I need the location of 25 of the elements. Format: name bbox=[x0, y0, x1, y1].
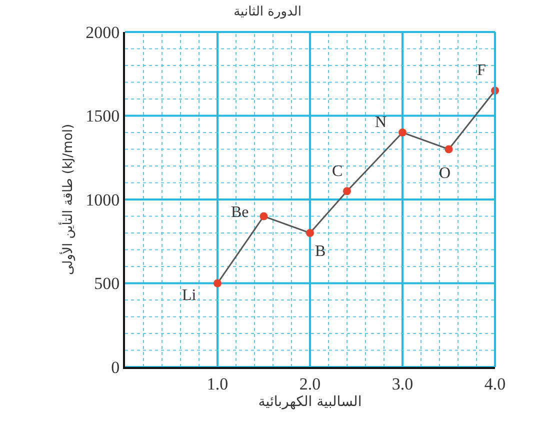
point bbox=[260, 212, 268, 220]
annotation: C bbox=[332, 163, 343, 180]
annotation: Li bbox=[182, 287, 197, 304]
point bbox=[444, 145, 453, 154]
point bbox=[343, 187, 351, 196]
y-tick-label: 1500 bbox=[86, 106, 120, 126]
x-tick-label: 3.0 bbox=[392, 374, 414, 394]
x-axis-title: السالبية الكهربائية bbox=[258, 394, 362, 410]
y-tick-label: 1000 bbox=[86, 190, 120, 210]
point bbox=[306, 229, 314, 237]
chart-title: الدورة الثانية bbox=[234, 4, 302, 20]
x-tick-label: 2.0 bbox=[299, 374, 321, 394]
annotation: F bbox=[477, 62, 486, 79]
y-tick-label: 0 bbox=[111, 358, 120, 377]
annotation: O bbox=[439, 165, 451, 182]
annotation: B bbox=[315, 243, 326, 260]
x-tick-label: 4.0 bbox=[484, 374, 506, 394]
y-tick-label: 2000 bbox=[86, 22, 120, 42]
annotation: Be bbox=[231, 204, 249, 221]
annotation: N bbox=[375, 114, 387, 131]
y-axis-title: طاقة التأين الأولى (kJ/mol) bbox=[58, 124, 76, 276]
y-tick-label: 500 bbox=[94, 274, 120, 294]
point bbox=[214, 279, 222, 288]
x-tick-label: 1.0 bbox=[206, 374, 228, 394]
point bbox=[398, 128, 406, 136]
